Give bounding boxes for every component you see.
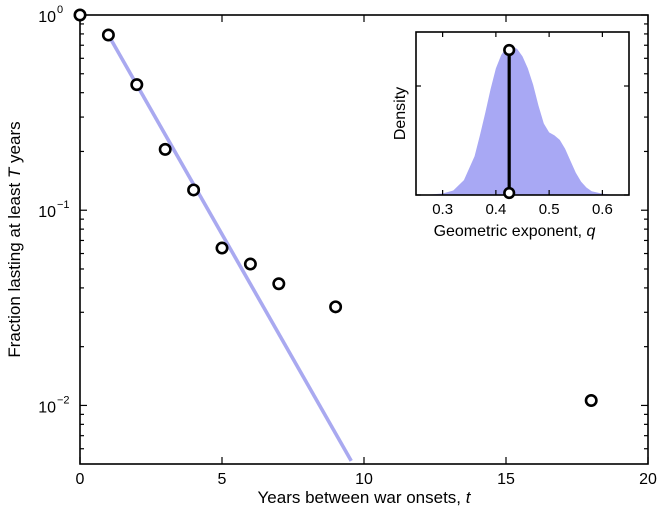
- x-axis-label: Years between war onsets, t: [258, 488, 472, 507]
- data-point: [329, 300, 343, 314]
- y-tick-label: 10: [38, 9, 56, 26]
- x-tick-label: 5: [218, 471, 227, 488]
- data-point: [243, 257, 257, 271]
- y-axis-label-prefix: Fraction lasting at least: [5, 178, 24, 358]
- data-point: [158, 142, 172, 156]
- x-axis-label-text: Years between war onsets,: [258, 488, 466, 507]
- inset-x-tick-label: 0.3: [432, 201, 453, 218]
- inset-x-axis-label-text: Geometric exponent,: [434, 223, 587, 240]
- data-point: [101, 28, 115, 42]
- inset-x-tick-label: 0.4: [485, 201, 506, 218]
- inset-y-axis-label: Density: [392, 87, 409, 140]
- inset-x-axis-label-var: q: [587, 223, 596, 240]
- inset-plot: 0.3 0.4 0.5 0.6 Geometric exponent, q Density: [392, 31, 630, 240]
- x-tick-label: 0: [76, 471, 85, 488]
- data-point: [584, 393, 598, 407]
- data-point: [215, 241, 229, 255]
- x-axis-label-var: t: [466, 488, 472, 507]
- y-axis-label: Fraction lasting at least T years: [5, 121, 24, 357]
- estimate-top-marker: [503, 43, 516, 57]
- y-tick-exponent: 0: [57, 4, 63, 16]
- inset-x-tick-label: 0.6: [592, 201, 613, 218]
- data-point: [73, 8, 87, 22]
- data-point: [187, 183, 201, 197]
- y-tick-label: 10: [38, 204, 56, 221]
- y-tick-exponent: −1: [57, 199, 70, 211]
- y-tick-exponent: −2: [57, 394, 70, 406]
- inset-x-axis-label: Geometric exponent, q: [434, 223, 596, 240]
- data-point: [272, 277, 286, 291]
- data-point: [130, 78, 144, 92]
- y-axis-label-var: T: [5, 166, 24, 178]
- density-area: [416, 46, 629, 195]
- estimate-bottom-marker: [503, 186, 516, 200]
- x-tick-label: 20: [639, 471, 657, 488]
- geometric-fit-line: [106, 34, 353, 462]
- inset-x-tick-label: 0.5: [539, 201, 560, 218]
- y-axis-label-suffix: years: [5, 121, 24, 167]
- y-tick-label: 10: [38, 399, 56, 416]
- inset-frame: [415, 31, 630, 196]
- x-tick-label: 15: [497, 471, 515, 488]
- x-tick-label: 10: [355, 471, 373, 488]
